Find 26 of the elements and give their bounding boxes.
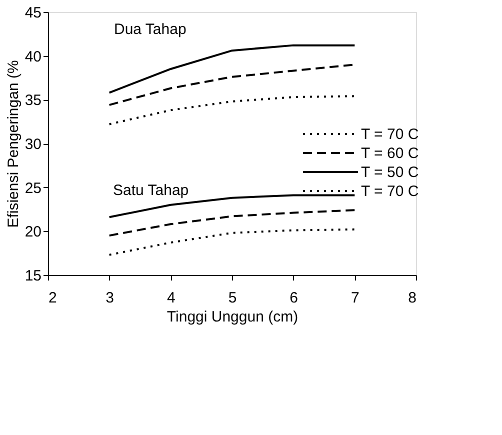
y-tick-label: 45 [24, 4, 42, 22]
x-tick-label: 4 [166, 290, 176, 306]
x-tick-label: 5 [228, 290, 237, 306]
x-tick-label: 7 [350, 290, 360, 306]
x-tick-label: 3 [106, 290, 114, 306]
y-tick-label: 40 [24, 48, 42, 66]
legend-label: T = 50 C [361, 164, 419, 181]
y-tick-label: 30 [24, 136, 42, 153]
line-series [108, 44, 356, 94]
legend-label: T = 60 C [361, 145, 419, 162]
x-tick-label: 2 [48, 290, 57, 306]
line-series [108, 95, 356, 126]
x-tick-label: 6 [290, 290, 298, 306]
y-axis-title: Efisiensi Pengeringan (% [4, 60, 22, 228]
annotation: Satu Tahap [113, 182, 189, 199]
line-series [108, 209, 356, 237]
legend-label: T = 70 C [361, 183, 419, 200]
annotation: Dua Tahap [114, 21, 186, 38]
y-tick-label: 20 [24, 224, 42, 241]
y-tick-label: 35 [24, 92, 42, 110]
y-tick-label: 25 [24, 180, 42, 197]
line-series [108, 228, 356, 256]
x-axis-title: Tinggi Unggun (cm) [166, 308, 298, 326]
legend-label: T = 70 C [361, 126, 419, 143]
y-tick-label: 15 [24, 268, 42, 284]
x-tick-label: 8 [408, 290, 416, 306]
